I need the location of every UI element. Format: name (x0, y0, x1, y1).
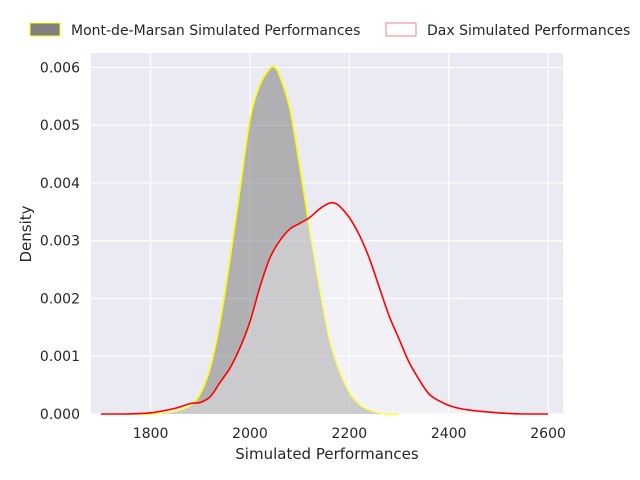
y-tick-label-1: 0.001 (40, 349, 80, 365)
density-line-series-1 (100, 201, 549, 415)
x-tick-label-4: 2600 (530, 426, 566, 442)
y-axis-ticks: 0.000 0.001 0.002 0.003 0.004 0.005 0.006 (40, 60, 80, 423)
y-tick-label-0: 0.000 (40, 407, 80, 423)
density-fill-series-0 (125, 66, 400, 414)
x-tick-label-1: 2000 (232, 426, 268, 442)
y-axis-label: Density (17, 205, 35, 262)
x-tick-label-3: 2400 (431, 426, 467, 442)
x-tick-label-0: 1800 (133, 426, 169, 442)
legend: Mont-de-Marsan Simulated Performances Da… (29, 22, 630, 39)
y-tick-label-3: 0.003 (40, 234, 80, 250)
legend-label-dax: Dax Simulated Performances (427, 23, 630, 39)
density-areas (100, 65, 549, 415)
y-tick-label-4: 0.004 (40, 176, 80, 192)
density-fill-series-1 (100, 202, 549, 414)
y-tick-label-5: 0.005 (40, 118, 80, 134)
density-line-series-0 (125, 65, 400, 415)
legend-swatch-dax (385, 22, 417, 37)
y-tick-label-6: 0.006 (40, 60, 80, 76)
y-tick-label-2: 0.002 (40, 291, 80, 307)
legend-label-mont-de-marsan: Mont-de-Marsan Simulated Performances (71, 23, 360, 39)
x-axis-ticks: 1800 2000 2200 2400 2600 (133, 426, 566, 442)
x-axis-label: Simulated Performances (235, 445, 419, 463)
legend-swatch-mont-de-marsan (29, 22, 61, 37)
x-tick-label-2: 2200 (332, 426, 368, 442)
